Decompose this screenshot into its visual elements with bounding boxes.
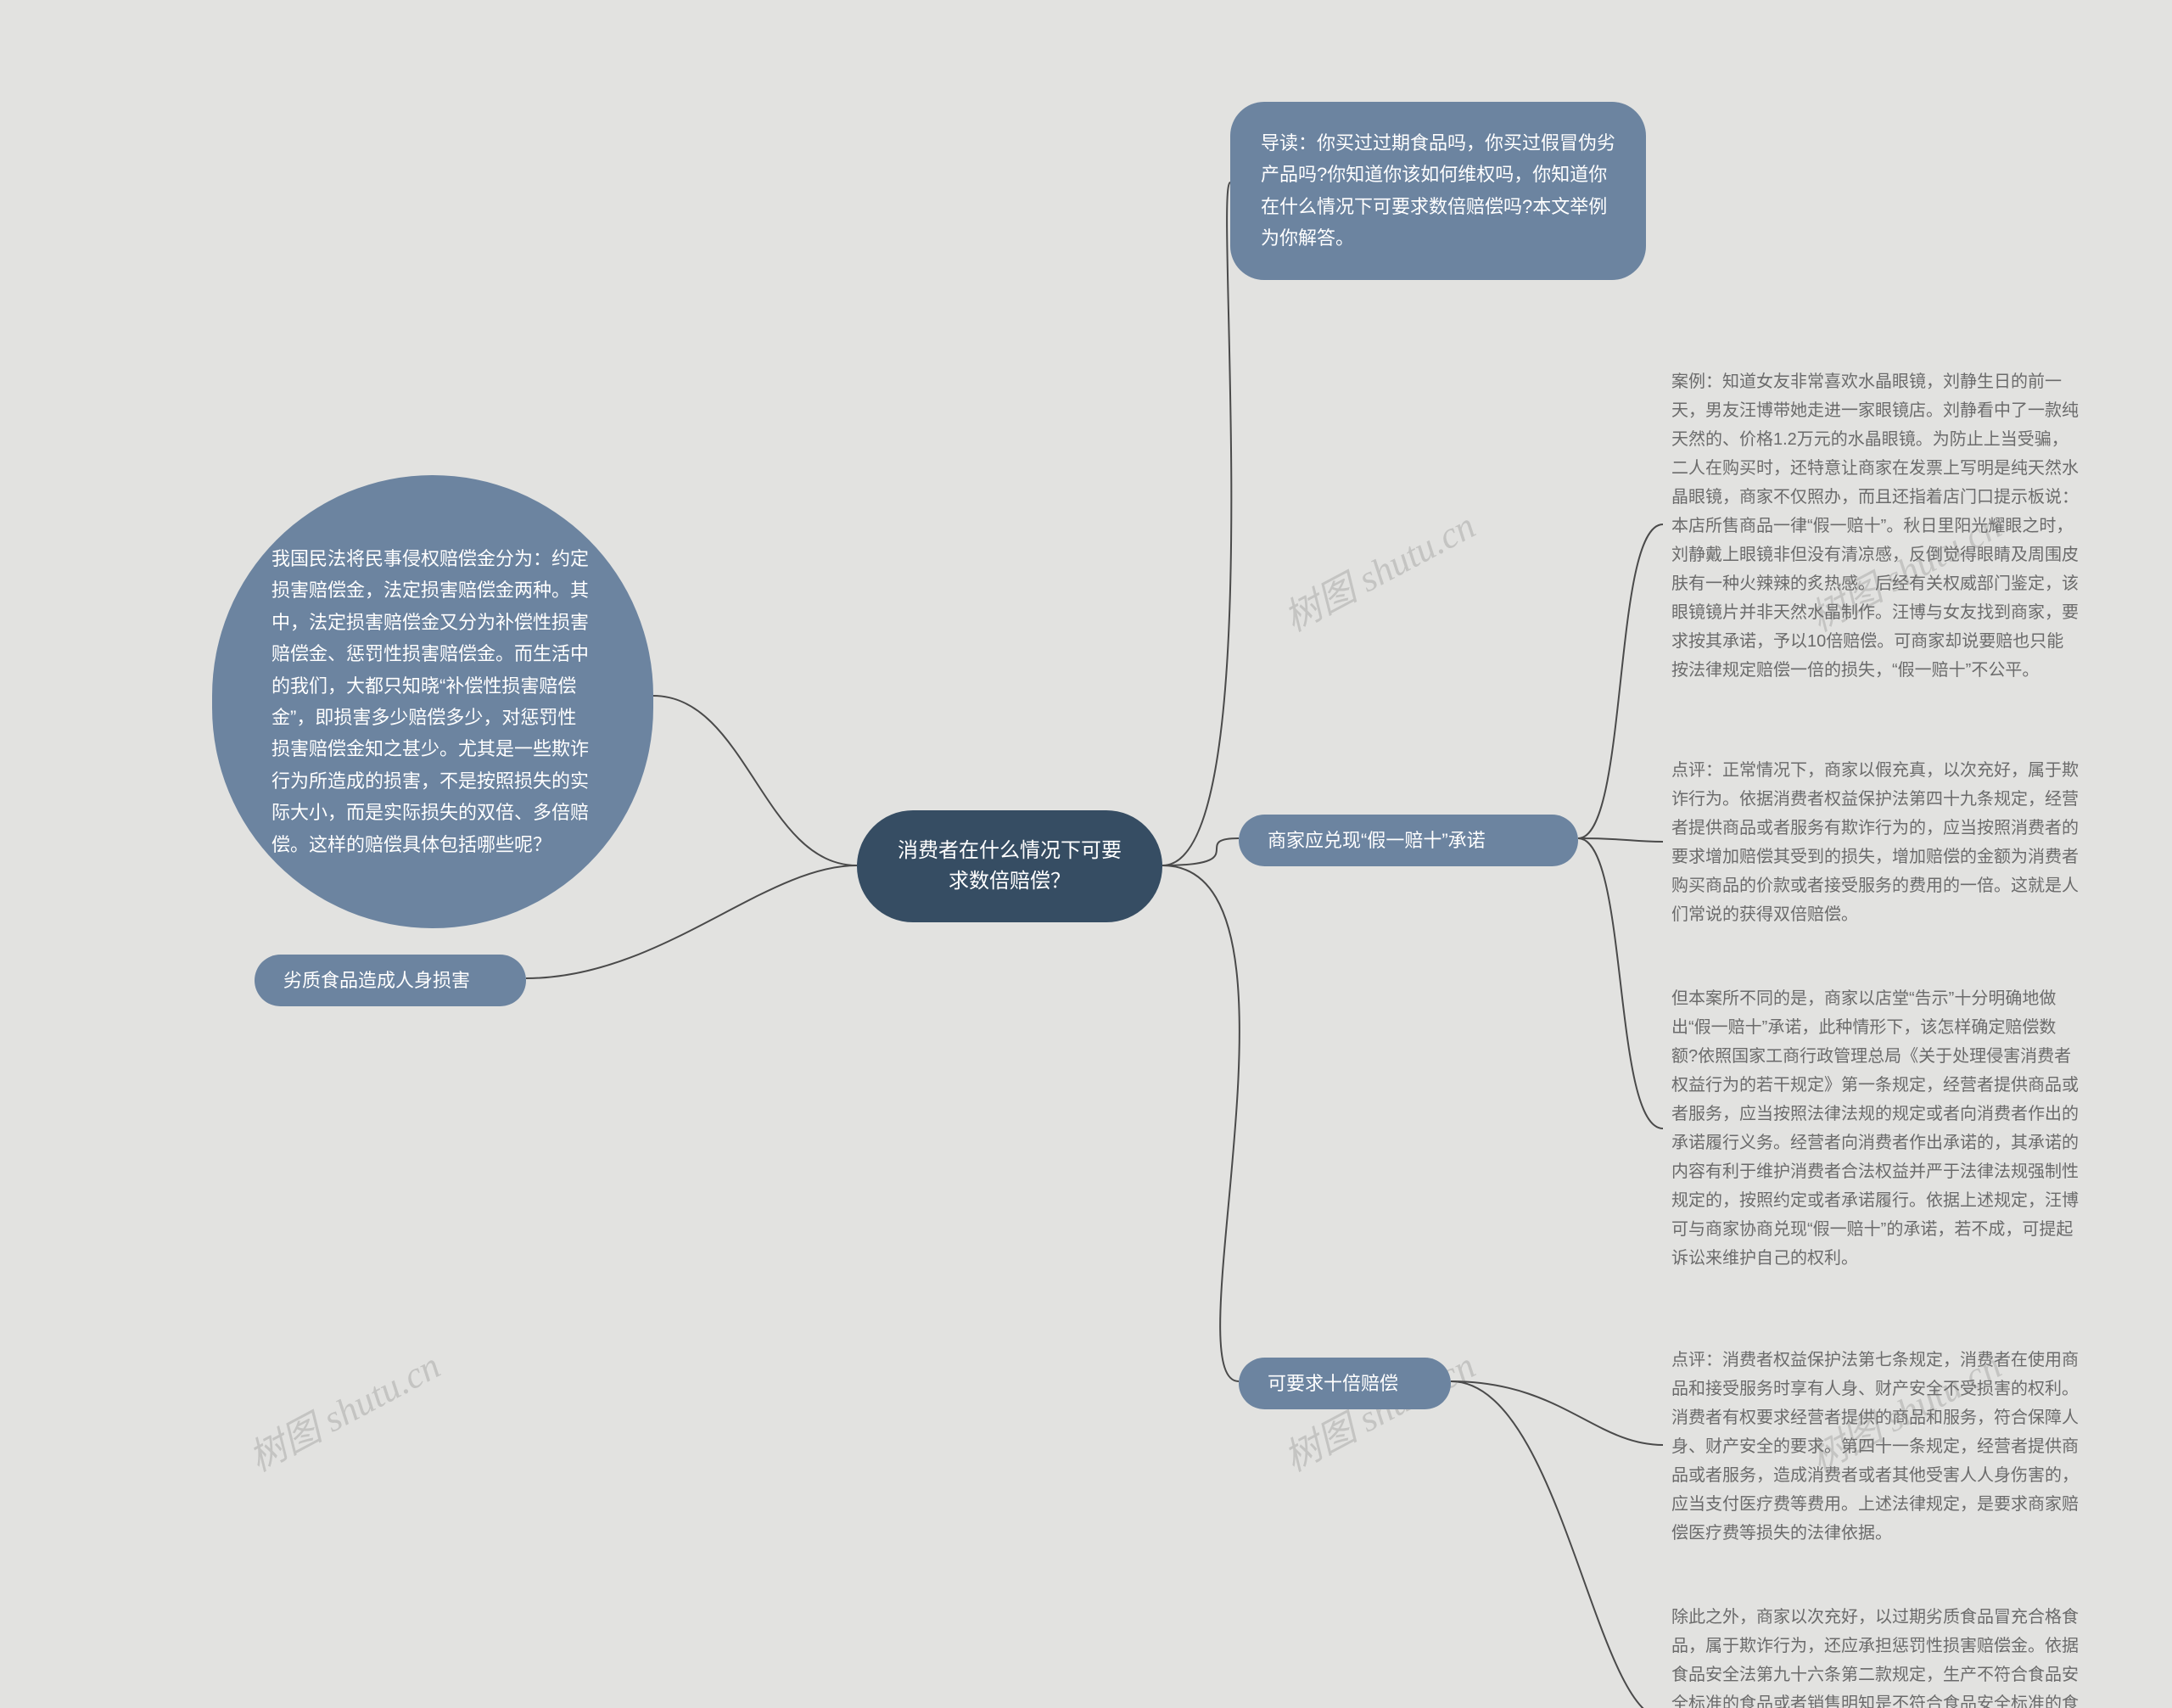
edge: [526, 865, 857, 978]
leaf-comment-safety[interactable]: 点评：消费者权益保护法第七条规定，消费者在使用商品和接受服务时享有人身、财产安全…: [1663, 1324, 2087, 1570]
edge: [1578, 524, 1663, 838]
edge: [1451, 1381, 1663, 1708]
branch-merchant-promise[interactable]: 商家应兑现“假一赔十”承诺: [1239, 815, 1578, 866]
watermark: 树图 shutu.cn: [238, 1336, 448, 1481]
branch-tenfold[interactable]: 可要求十倍赔偿: [1239, 1358, 1451, 1409]
branch-merchant-promise-text: 商家应兑现“假一赔十”承诺: [1268, 826, 1549, 854]
center-node[interactable]: 消费者在什么情况下可要求数倍赔偿？: [857, 810, 1162, 922]
edge: [1162, 865, 1240, 1381]
edge: [1578, 838, 1663, 1128]
edge: [1162, 182, 1231, 865]
edge: [1451, 1381, 1663, 1445]
leaf-comment-promise[interactable]: 但本案所不同的是，商家以店堂“告示”十分明确地做出“假一赔十”承诺，此种情形下，…: [1663, 963, 2087, 1294]
edge: [653, 696, 857, 865]
leaf-comment-double[interactable]: 点评：正常情况下，商家以假充真，以次充好，属于欺诈行为。依据消费者权益保护法第四…: [1663, 741, 2087, 944]
leaf-comment-tenfold-text: 除此之外，商家以次充好，以过期劣质食品冒充合格食品，属于欺诈行为，还应承担惩罚性…: [1671, 1603, 2079, 1708]
leaf-comment-tenfold[interactable]: 除此之外，商家以次充好，以过期劣质食品冒充合格食品，属于欺诈行为，还应承担惩罚性…: [1663, 1587, 2087, 1708]
mindmap-canvas: 树图 shutu.cn树图 shutu.cn树图 shutu.cn树图 shut…: [0, 0, 2172, 1708]
branch-intro[interactable]: 导读：你买过过期食品吗，你买过假冒伪劣产品吗?你知道你该如何维权吗，你知道你在什…: [1230, 102, 1646, 280]
branch-left-explain[interactable]: 我国民法将民事侵权赔偿金分为：约定损害赔偿金，法定损害赔偿金两种。其中，法定损害…: [212, 475, 653, 928]
leaf-comment-promise-text: 但本案所不同的是，商家以店堂“告示”十分明确地做出“假一赔十”承诺，此种情形下，…: [1671, 984, 2079, 1273]
edge: [1162, 838, 1239, 865]
watermark: 树图 shutu.cn: [1273, 496, 1483, 641]
center-text: 消费者在什么情况下可要求数倍赔偿？: [891, 836, 1128, 897]
edge: [1578, 838, 1663, 842]
branch-left-food-harm[interactable]: 劣质食品造成人身损害: [255, 955, 526, 1006]
branch-left-explain-text: 我国民法将民事侵权赔偿金分为：约定损害赔偿金，法定损害赔偿金两种。其中，法定损害…: [272, 543, 594, 860]
branch-tenfold-text: 可要求十倍赔偿: [1268, 1369, 1422, 1397]
leaf-case-text: 案例：知道女友非常喜欢水晶眼镜，刘静生日的前一天，男友汪博带她走进一家眼镜店。刘…: [1671, 367, 2079, 685]
leaf-case-crystal-glasses[interactable]: 案例：知道女友非常喜欢水晶眼镜，刘静生日的前一天，男友汪博带她走进一家眼镜店。刘…: [1663, 344, 2087, 708]
branch-left-food-harm-text: 劣质食品造成人身损害: [283, 966, 497, 994]
leaf-comment-double-text: 点评：正常情况下，商家以假充真，以次充好，属于欺诈行为。依据消费者权益保护法第四…: [1671, 756, 2079, 929]
leaf-comment-safety-text: 点评：消费者权益保护法第七条规定，消费者在使用商品和接受服务时享有人身、财产安全…: [1671, 1346, 2079, 1548]
branch-intro-text: 导读：你买过过期食品吗，你买过假冒伪劣产品吗?你知道你该如何维权吗，你知道你在什…: [1261, 127, 1615, 255]
